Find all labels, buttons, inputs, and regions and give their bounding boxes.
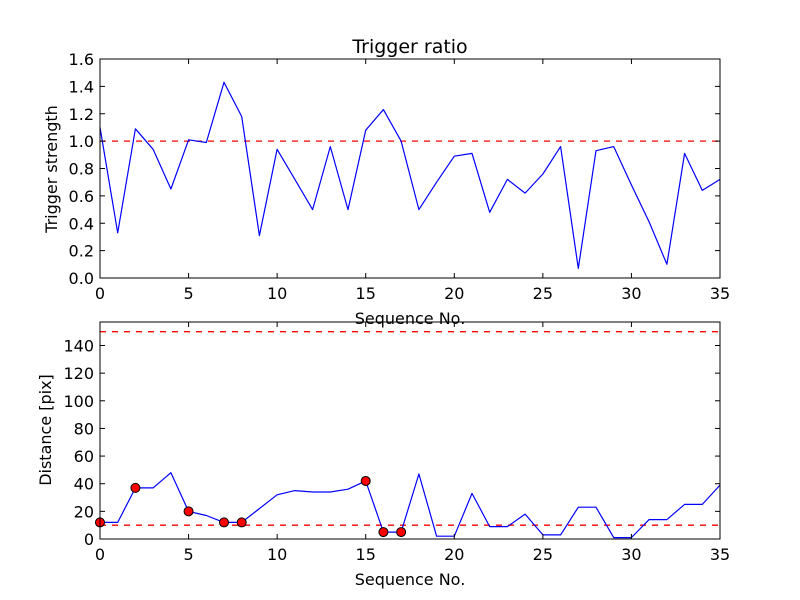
- data-point-marker: [183, 506, 194, 517]
- series-lines: [99, 81, 721, 269]
- x-tick-label: 25: [533, 284, 553, 303]
- y-tick-label: 1.6: [69, 50, 94, 69]
- distance-chart: 0 5 10 15 20 25 30 35 0 20 40 60 80 100 120 140 Sequen…: [36, 321, 730, 589]
- y-axis-ticks: 0.0 0.2 0.4 0.6 0.8 1.0 1.2 1.4 1.6: [69, 50, 720, 288]
- y-tick-label: 0.6: [69, 187, 94, 206]
- x-tick-label: 0: [95, 284, 105, 303]
- data-point-marker: [130, 482, 141, 493]
- series-line: [100, 472, 721, 539]
- y-tick-label: 0.2: [69, 242, 94, 261]
- x-axis-ticks: 0 5 10 15 20 25 30 35: [95, 322, 730, 564]
- x-tick-label: 15: [356, 284, 376, 303]
- data-markers: [95, 475, 407, 538]
- data-point-marker: [236, 517, 247, 528]
- y-tick-label: 0.8: [69, 160, 94, 179]
- y-tick-label: 0.4: [69, 214, 94, 233]
- plot-background: [100, 322, 720, 539]
- x-tick-label: 25: [533, 545, 553, 564]
- x-tick-label: 20: [444, 545, 464, 564]
- y-tick-label: 120: [63, 364, 94, 383]
- x-tick-label: 30: [621, 284, 641, 303]
- data-point-marker: [219, 517, 229, 528]
- y-tick-label: 80: [74, 419, 94, 438]
- y-axis-label: Distance [pix]: [36, 374, 55, 486]
- x-tick-label: 15: [356, 545, 376, 564]
- reference-lines: [100, 331, 720, 526]
- x-axis-label: Sequence No.: [355, 570, 466, 589]
- y-tick-label: 0.0: [69, 269, 94, 288]
- data-point-marker: [378, 527, 389, 538]
- x-tick-label: 0: [95, 545, 105, 564]
- x-axis-ticks: 0 5 10 15 20 25 30 35: [95, 59, 730, 303]
- y-axis-ticks: 0 20 40 60 80 100 120 140: [63, 336, 720, 549]
- plot-frame: [99, 58, 721, 279]
- y-tick-label: 1.4: [69, 77, 94, 96]
- x-tick-label: 5: [183, 284, 193, 303]
- series-lines: [100, 472, 721, 539]
- x-tick-label: 35: [710, 545, 730, 564]
- data-point-marker: [360, 475, 371, 486]
- series-line: [99, 81, 721, 269]
- data-point-marker: [396, 527, 407, 538]
- y-tick-label: 1.2: [69, 105, 94, 124]
- y-tick-label: 100: [63, 392, 94, 411]
- y-tick-label: 140: [63, 336, 94, 355]
- y-tick-label: 40: [74, 475, 94, 494]
- x-tick-label: 30: [621, 545, 641, 564]
- x-tick-label: 5: [183, 545, 193, 564]
- y-tick-label: 60: [74, 447, 94, 466]
- x-tick-label: 10: [267, 545, 287, 564]
- plot-frame: [99, 321, 721, 540]
- chart-title: Trigger ratio: [351, 36, 467, 58]
- y-tick-label: 20: [74, 502, 94, 521]
- x-tick-label: 35: [710, 284, 730, 303]
- x-tick-label: 20: [444, 284, 464, 303]
- y-tick-label: 0: [84, 530, 94, 549]
- x-tick-label: 10: [267, 284, 287, 303]
- x-axis-label-overlay: Sequence No.: [355, 309, 466, 328]
- trigger-ratio-chart: Trigger ratio 0 5 10 15 20 25 30 35 0.00.20.40.…: [42, 36, 730, 303]
- y-axis-label: Trigger strength: [42, 105, 61, 234]
- y-tick-label: 1.0: [69, 132, 94, 151]
